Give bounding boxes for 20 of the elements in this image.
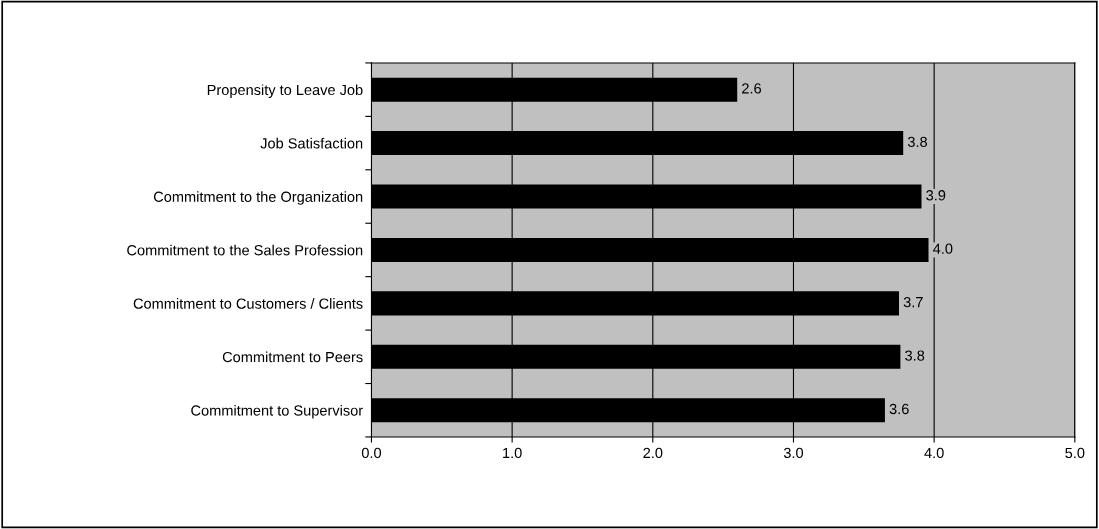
y-tick-label: Commitment to the Organization bbox=[153, 191, 363, 205]
data-label: 4.0 bbox=[933, 243, 953, 254]
data-label: 3.6 bbox=[889, 403, 909, 415]
y-tick-label: Commitment to Customers / Clients bbox=[133, 298, 363, 309]
data-label: 3.9 bbox=[926, 190, 946, 201]
x-tick-label: 5.0 bbox=[1065, 447, 1085, 459]
x-tick-label: 1.0 bbox=[503, 447, 522, 459]
y-tick-label: Commitment to Peers bbox=[222, 351, 363, 363]
data-label: 2.6 bbox=[742, 83, 762, 94]
y-tick-label: Job Satisfaction bbox=[260, 137, 363, 149]
x-tick-label: 4.0 bbox=[924, 447, 944, 459]
y-tick-label: Commitment to Supervisor bbox=[191, 404, 363, 419]
x-tick-label: 0.0 bbox=[361, 447, 382, 459]
y-tick-label: Commitment to the Sales Profession bbox=[127, 244, 363, 256]
x-tick-label: 2.0 bbox=[643, 447, 663, 459]
y-tick-label: Propensity to Leave Job bbox=[207, 84, 363, 98]
data-label: 3.8 bbox=[905, 350, 925, 361]
x-tick-label: 3.0 bbox=[783, 447, 804, 459]
data-label: 3.8 bbox=[907, 136, 928, 148]
data-label: 3.7 bbox=[903, 296, 923, 308]
